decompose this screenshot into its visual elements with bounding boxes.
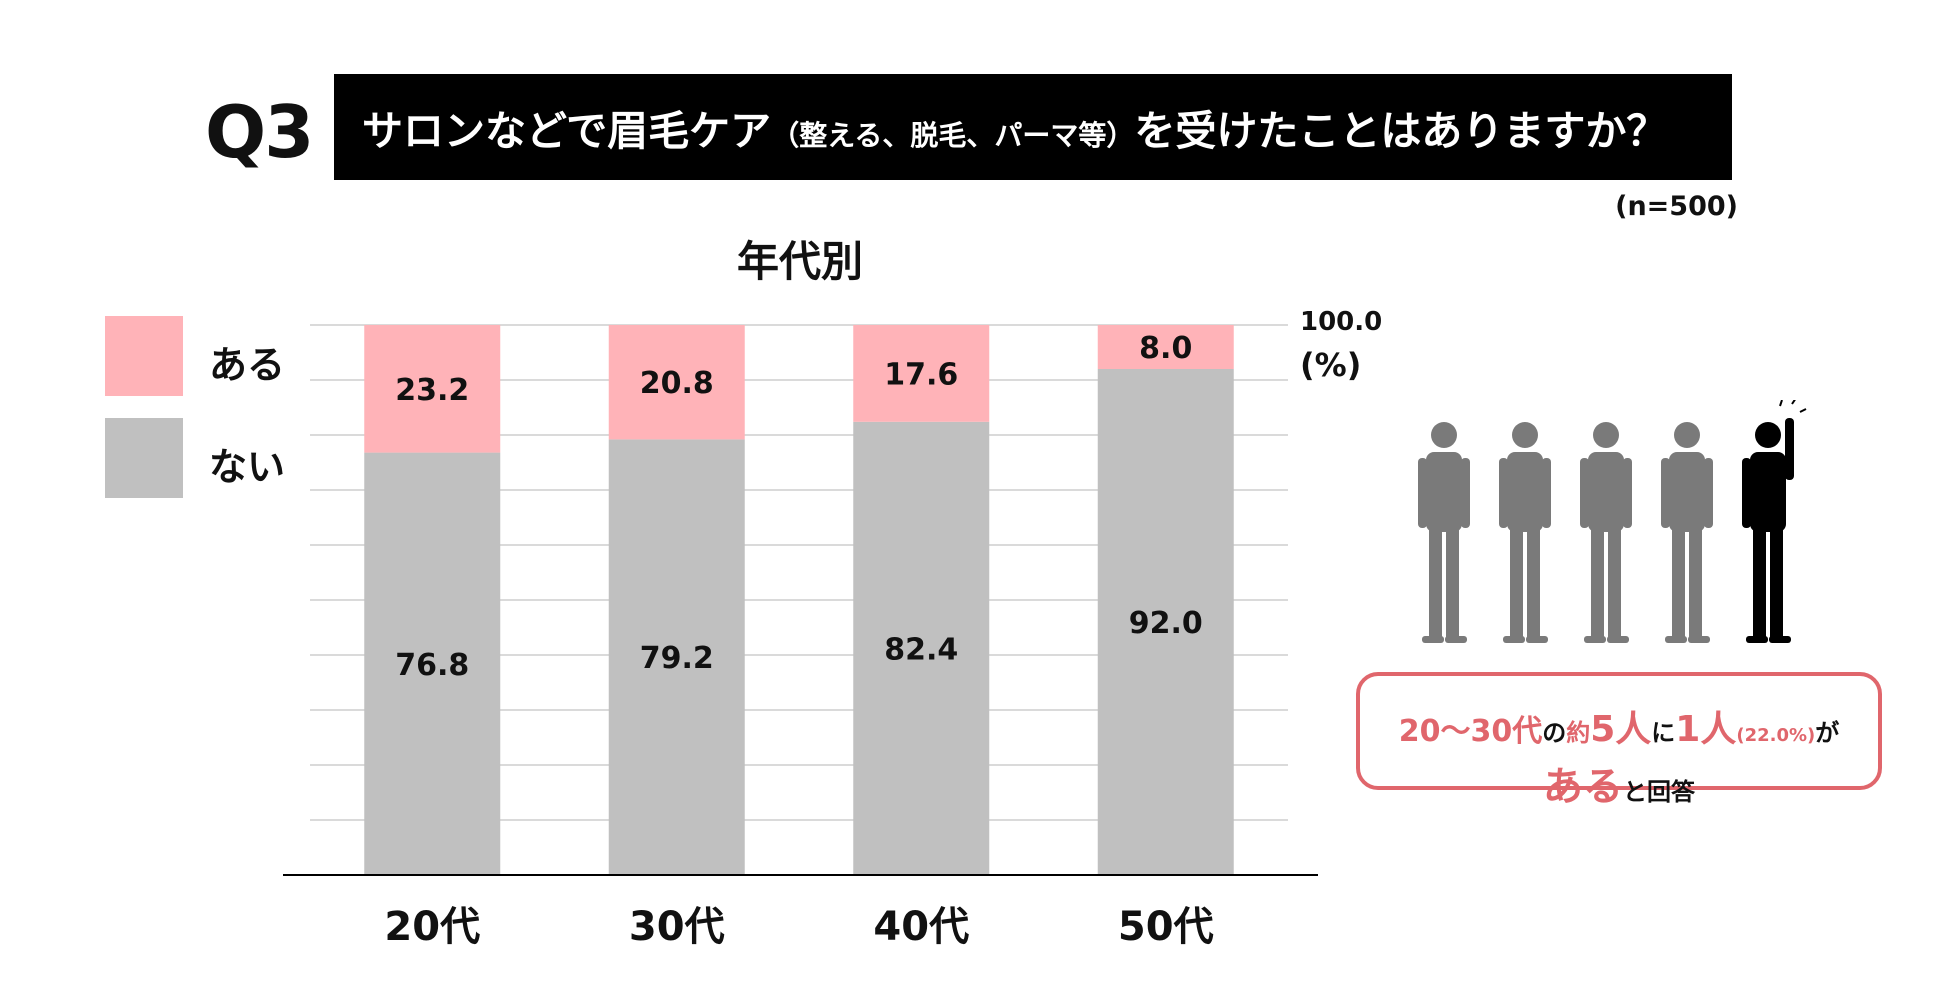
question-text-paren: （整える、脱毛、パーマ等） bbox=[771, 119, 1135, 152]
callout-ratio-a: 約 bbox=[1566, 719, 1591, 747]
y-unit-label: (%) bbox=[1300, 346, 1361, 384]
question-banner: サロンなどで眉毛ケア（整える、脱毛、パーマ等）を受けたことはありますか？ bbox=[334, 74, 1732, 180]
bar-segment-yes bbox=[608, 325, 745, 440]
bar-segment-yes bbox=[1097, 325, 1234, 369]
data-label-no: 76.8 bbox=[395, 648, 469, 683]
person-icon bbox=[1499, 422, 1551, 643]
callout-aru: ある bbox=[1543, 764, 1623, 810]
callout-line-2: あると回答 bbox=[1360, 754, 1878, 812]
callout-age-range: 20～30代 bbox=[1398, 714, 1543, 749]
data-label-yes: 8.0 bbox=[1139, 331, 1192, 366]
callout-ratio-b: 5人 bbox=[1590, 709, 1652, 750]
legend-label-yes: ある bbox=[209, 343, 286, 387]
data-label-yes: 23.2 bbox=[395, 373, 469, 408]
x-tick-label: 30代 bbox=[629, 904, 725, 950]
bar-segment-no bbox=[853, 421, 990, 875]
question-number: Q3 bbox=[205, 90, 314, 174]
callout-pct: (22.0%) bbox=[1736, 725, 1816, 746]
legend-label-no: ない bbox=[209, 445, 286, 489]
legend-item-yes: ある bbox=[105, 316, 325, 396]
question-text: サロンなどで眉毛ケア（整える、脱毛、パーマ等）を受けたことはありますか？ bbox=[362, 97, 1667, 157]
callout-line-1: 20～30代の約5人に1人(22.0%)が bbox=[1360, 700, 1878, 752]
person-icon bbox=[1418, 422, 1470, 643]
summary-callout: 20～30代の約5人に1人(22.0%)が あると回答 bbox=[1356, 672, 1882, 810]
legend-swatch-yes bbox=[105, 316, 183, 396]
person-icon bbox=[1580, 422, 1632, 643]
person-icon bbox=[1661, 422, 1713, 643]
bar-segment-no bbox=[1097, 369, 1234, 875]
x-tick-label: 40代 bbox=[873, 904, 969, 950]
x-tick-label: 50代 bbox=[1118, 904, 1214, 950]
legend-item-no: ない bbox=[105, 418, 325, 498]
people-illustration bbox=[1418, 400, 1807, 643]
bar-segment-no bbox=[364, 452, 501, 875]
bar-segment-yes bbox=[853, 325, 990, 422]
sample-size: (n=500) bbox=[1615, 191, 1738, 222]
legend-swatch-no bbox=[105, 418, 183, 498]
callout-ga: が bbox=[1815, 719, 1840, 747]
callout-ratio-c: に bbox=[1651, 719, 1676, 747]
data-label-no: 92.0 bbox=[1129, 606, 1203, 641]
question-text-end: を受けたことはありますか？ bbox=[1134, 107, 1668, 155]
data-label-no: 79.2 bbox=[640, 641, 714, 676]
bar-segment-yes bbox=[364, 325, 501, 453]
callout-no: の bbox=[1542, 719, 1567, 747]
callout-ratio-d: 1人 bbox=[1675, 709, 1737, 750]
callout-kaito: と回答 bbox=[1623, 778, 1695, 806]
person-raising-hand-icon bbox=[1742, 400, 1807, 643]
data-label-yes: 20.8 bbox=[640, 366, 714, 401]
bar-segment-no bbox=[608, 439, 745, 875]
chart-title: 年代別 bbox=[736, 237, 863, 286]
data-label-no: 82.4 bbox=[884, 632, 958, 667]
question-text-main: サロンなどで眉毛ケア bbox=[362, 107, 772, 155]
y-top-label: 100.0 bbox=[1300, 307, 1382, 337]
data-label-yes: 17.6 bbox=[884, 357, 958, 392]
x-tick-label: 20代 bbox=[384, 904, 480, 950]
